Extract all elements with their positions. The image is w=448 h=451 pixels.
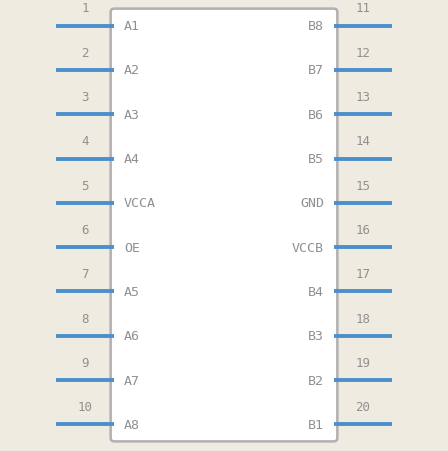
Text: 11: 11 [355, 2, 370, 15]
Text: 14: 14 [355, 135, 370, 148]
Text: A5: A5 [124, 285, 140, 298]
Text: 16: 16 [355, 223, 370, 236]
Text: B6: B6 [308, 109, 324, 121]
Text: 10: 10 [78, 400, 93, 413]
Text: B3: B3 [308, 330, 324, 342]
Text: 8: 8 [82, 312, 89, 325]
Text: A7: A7 [124, 374, 140, 387]
Text: B5: B5 [308, 153, 324, 166]
Text: GND: GND [300, 197, 324, 210]
Text: 4: 4 [82, 135, 89, 148]
Text: A1: A1 [124, 20, 140, 33]
Text: A2: A2 [124, 64, 140, 77]
Text: 19: 19 [355, 356, 370, 369]
Text: 7: 7 [82, 267, 89, 281]
Text: 18: 18 [355, 312, 370, 325]
FancyBboxPatch shape [111, 9, 337, 442]
Text: A4: A4 [124, 153, 140, 166]
Text: 12: 12 [355, 46, 370, 60]
Text: B2: B2 [308, 374, 324, 387]
Text: A3: A3 [124, 109, 140, 121]
Text: A6: A6 [124, 330, 140, 342]
Text: OE: OE [124, 241, 140, 254]
Text: 17: 17 [355, 267, 370, 281]
Text: 1: 1 [82, 2, 89, 15]
Text: VCCB: VCCB [292, 241, 324, 254]
Text: B7: B7 [308, 64, 324, 77]
Text: B4: B4 [308, 285, 324, 298]
Text: 9: 9 [82, 356, 89, 369]
Text: B8: B8 [308, 20, 324, 33]
Text: B1: B1 [308, 418, 324, 431]
Text: 5: 5 [82, 179, 89, 192]
Text: VCCA: VCCA [124, 197, 156, 210]
Text: A8: A8 [124, 418, 140, 431]
Text: 3: 3 [82, 91, 89, 104]
Text: 6: 6 [82, 223, 89, 236]
Text: 20: 20 [355, 400, 370, 413]
Text: 15: 15 [355, 179, 370, 192]
Text: 2: 2 [82, 46, 89, 60]
Text: 13: 13 [355, 91, 370, 104]
